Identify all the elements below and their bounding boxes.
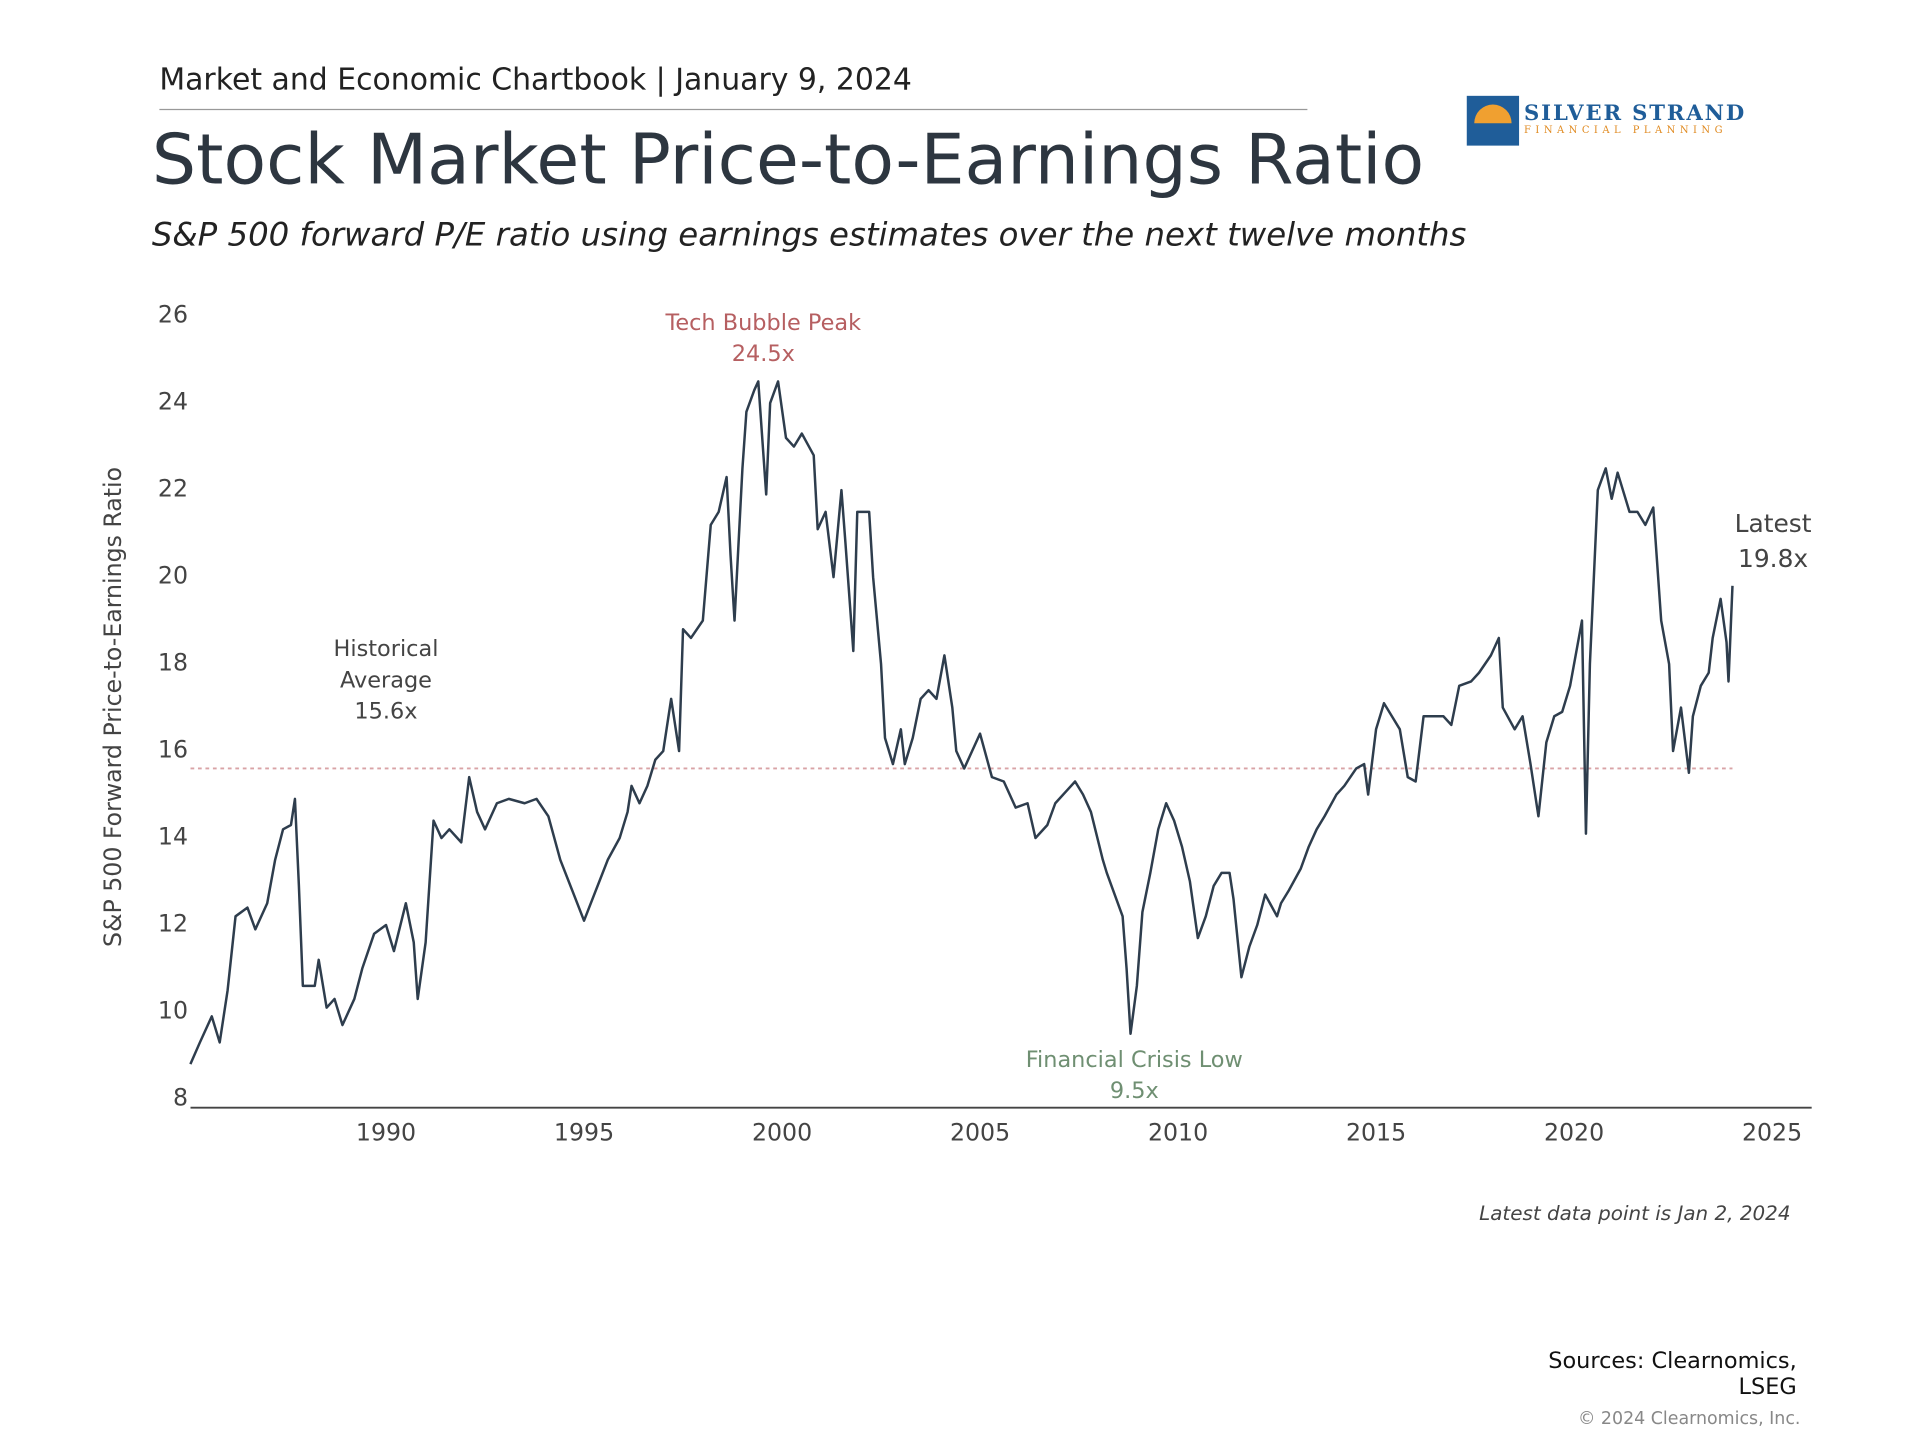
annotation-label: Latest	[1735, 509, 1812, 538]
y-tick-label: 24	[158, 388, 188, 416]
x-tick-label: 2005	[950, 1118, 1010, 1146]
annotation-label: Financial Crisis Low	[1026, 1047, 1243, 1073]
y-tick-label: 22	[158, 475, 188, 503]
y-tick-label: 12	[158, 910, 188, 938]
logo-tagline: FINANCIAL PLANNING	[1524, 125, 1727, 136]
sources: LSEG	[1739, 1374, 1797, 1400]
y-tick-label: 26	[158, 301, 188, 329]
chart-subtitle: S&P 500 forward P/E ratio using earnings…	[152, 215, 1467, 253]
y-tick-label: 16	[158, 736, 188, 764]
annotation-value: 19.8x	[1738, 544, 1808, 573]
x-tick-label: 2025	[1742, 1118, 1802, 1146]
x-tick-label: 2015	[1346, 1118, 1406, 1146]
chart-title: Stock Market Price-to-Earnings Ratio	[152, 119, 1424, 200]
logo-name: SILVER STRAND	[1524, 100, 1746, 125]
x-tick-label: 1995	[554, 1118, 614, 1146]
note: Latest data point is Jan 2, 2024	[1479, 1202, 1790, 1225]
average-label: Average	[340, 667, 432, 693]
average-label: Historical	[334, 636, 439, 662]
kicker: Market and Economic Chartbook | January …	[159, 62, 912, 97]
sources: Sources: Clearnomics,	[1548, 1348, 1796, 1374]
logo-sun	[1474, 104, 1512, 124]
y-axis-label: S&P 500 Forward Price-to-Earnings Ratio	[99, 467, 127, 947]
x-tick-label: 2020	[1544, 1118, 1604, 1146]
y-tick-label: 18	[158, 649, 188, 677]
annotation-value: 24.5x	[732, 341, 795, 367]
average-value-label: 15.6x	[354, 698, 417, 724]
y-tick-label: 8	[173, 1083, 188, 1111]
y-tick-label: 10	[158, 996, 188, 1024]
y-tick-label: 20	[158, 562, 188, 590]
y-tick-label: 14	[158, 823, 188, 851]
series-line	[189, 380, 1734, 1065]
copyright: © 2024 Clearnomics, Inc.	[1578, 1409, 1800, 1429]
annotation-label: Tech Bubble Peak	[664, 310, 861, 336]
x-tick-label: 2010	[1148, 1118, 1208, 1146]
annotation-value: 9.5x	[1110, 1078, 1159, 1104]
logo: SILVER STRAND FINANCIAL PLANNING	[1466, 95, 1746, 146]
x-tick-label: 2000	[752, 1118, 812, 1146]
x-tick-label: 1990	[356, 1118, 416, 1146]
